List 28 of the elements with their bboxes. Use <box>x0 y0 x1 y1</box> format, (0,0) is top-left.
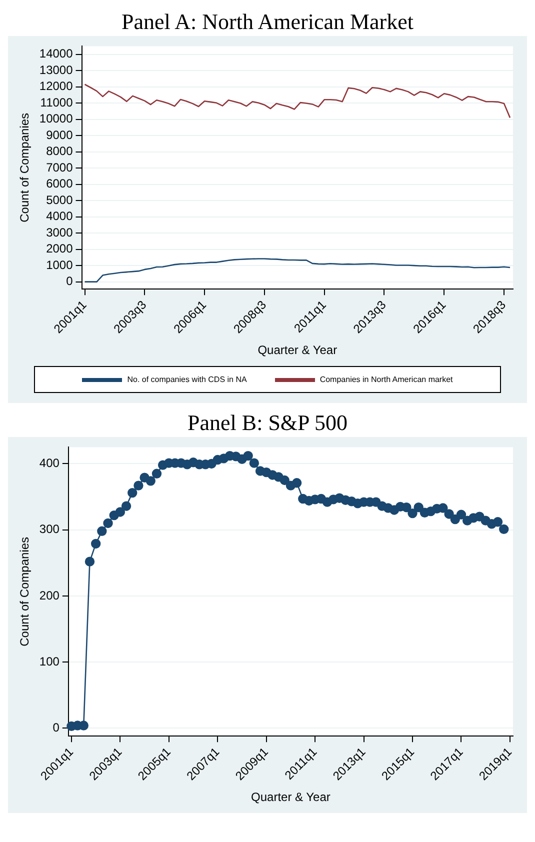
y-tick-label: 11000 <box>40 95 74 110</box>
y-tick-label: 7000 <box>46 160 74 174</box>
y-tick-label: 1000 <box>46 258 74 272</box>
x-axis-title: Quarter & Year <box>251 790 330 804</box>
legend-label: Companies in North American market <box>320 375 453 384</box>
chart-title: Panel A: North American Market <box>120 8 415 36</box>
y-axis-title: Count of Companies <box>18 112 32 222</box>
y-tick-label: 14000 <box>39 46 74 61</box>
y-tick-label: 100 <box>39 654 60 668</box>
y-tick-label: 12000 <box>39 79 74 94</box>
chart-title: Panel B: S&P 500 <box>186 409 348 437</box>
y-tick-label: 400 <box>39 456 60 470</box>
y-tick-label: 2000 <box>46 242 74 256</box>
y-tick-label: 13000 <box>39 62 74 77</box>
y-tick-label: 0 <box>66 274 74 288</box>
y-axis-title: Count of Companies <box>18 536 32 646</box>
y-tick-label: 300 <box>39 522 60 536</box>
y-tick-label: 9000 <box>46 128 74 142</box>
y-tick-label: 0 <box>52 720 60 734</box>
y-tick-label: 5000 <box>46 192 74 207</box>
y-tick-label: 4000 <box>46 209 74 224</box>
y-tick-label: 6000 <box>46 176 74 191</box>
x-axis-title: Quarter & Year <box>258 343 338 358</box>
y-tick-label: 8000 <box>46 144 74 158</box>
y-tick-label: 200 <box>39 588 60 602</box>
legend-label: No. of companies with CDS in NA <box>127 375 247 384</box>
y-tick-label: 10000 <box>39 112 74 126</box>
y-tick-label: 3000 <box>46 225 74 240</box>
